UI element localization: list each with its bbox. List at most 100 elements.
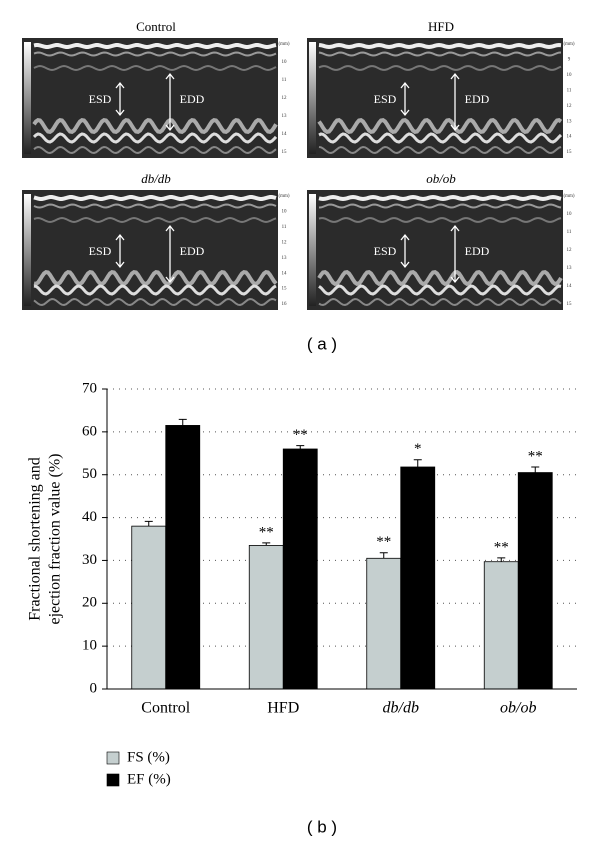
scale-strip: [278, 38, 290, 158]
echo-wall: [33, 145, 277, 155]
panel-label: ( b ): [307, 817, 337, 836]
echo-wall: [318, 297, 562, 307]
image-title: Control: [136, 19, 176, 34]
y-axis-label: Fractional shortening and: [27, 457, 44, 621]
echo-wall: [33, 203, 277, 209]
panel-label: ( a ): [307, 334, 337, 353]
scale-label: 11: [567, 230, 572, 235]
bar: [131, 525, 167, 690]
significance: **: [259, 524, 274, 540]
echo-wall: [318, 132, 563, 144]
significance: **: [376, 534, 391, 550]
y-tick-label: 40: [82, 509, 97, 525]
legend-swatch: [106, 773, 120, 787]
arrow-head: [400, 81, 410, 117]
arrow-head: [450, 72, 460, 132]
error-bar: [497, 557, 506, 562]
echo-wall: [318, 51, 562, 57]
edd-label: EDD: [180, 244, 205, 258]
echo-image: [22, 190, 290, 310]
edd-label: EDD: [465, 92, 490, 106]
image-title: db/db: [141, 171, 171, 186]
scale-label: 12: [282, 96, 288, 101]
scale-label: 15: [567, 150, 573, 155]
legend-label: FS (%): [127, 749, 170, 765]
y-tick-label: 20: [82, 595, 97, 611]
bar: [483, 561, 519, 690]
scale-label: 15: [282, 287, 288, 292]
arrow-head: [115, 81, 125, 117]
scale-label: 13: [567, 119, 573, 124]
echo-wall: [32, 132, 278, 144]
echo-wall: [33, 51, 277, 57]
scale-label: 13: [282, 114, 288, 119]
scale-label: 10: [567, 73, 573, 78]
scale-label: 12: [567, 104, 573, 109]
significance: **: [528, 448, 543, 464]
y-tick-label: 70: [82, 380, 97, 396]
echo-wall: [318, 284, 562, 296]
echo-wall: [318, 203, 562, 209]
scale-label: 16: [282, 302, 288, 307]
scale-label: 14: [282, 132, 288, 137]
error-bar: [178, 418, 187, 426]
scale-label: 11: [282, 225, 287, 230]
echo-wall: [318, 194, 562, 202]
significance: **: [293, 427, 308, 443]
error-bar: [296, 445, 305, 449]
scale-label: 11: [282, 78, 287, 83]
scale-label: 13: [282, 256, 288, 261]
esd-label: ESD: [89, 244, 112, 258]
scale-label: 14: [567, 135, 573, 140]
arrow-head: [400, 233, 410, 269]
arrow-head: [165, 72, 175, 132]
x-tick-label: db/db: [383, 700, 419, 717]
bar: [282, 448, 318, 690]
error-bar: [144, 520, 153, 527]
scale-strip: [563, 190, 575, 310]
y-tick-label: 60: [82, 423, 97, 439]
echo-wall: [33, 43, 277, 49]
esd-label: ESD: [374, 244, 397, 258]
echo-wall: [33, 195, 277, 201]
esd-label: ESD: [89, 92, 112, 106]
legend-label: EF (%): [127, 771, 171, 787]
edd-label: EDD: [180, 92, 205, 106]
x-tick-label: HFD: [267, 700, 299, 717]
bar: [366, 557, 402, 690]
echo-wall: [317, 117, 563, 135]
scale-label: 12: [282, 240, 288, 245]
bar: [517, 472, 553, 690]
x-tick-label: ob/ob: [500, 700, 536, 717]
echo-wall: [33, 269, 278, 287]
error-bar: [413, 459, 422, 467]
scale-label: (mm): [563, 42, 574, 47]
scale-label: (mm): [563, 194, 574, 199]
scale-label: 15: [567, 302, 573, 307]
scale-strip: [278, 190, 290, 310]
scale-label: 12: [567, 248, 573, 253]
arrow-head: [450, 224, 460, 284]
echo-wall: [318, 42, 562, 50]
echo-wall: [318, 145, 562, 155]
error-bar: [262, 542, 271, 546]
echo-wall: [318, 217, 562, 223]
error-bar: [379, 552, 388, 559]
gray-scale: [309, 42, 316, 154]
scale-label: 10: [282, 210, 288, 215]
scale-label: 15: [282, 150, 288, 155]
y-tick-label: 0: [90, 680, 98, 696]
image-title: HFD: [428, 19, 454, 34]
bar: [248, 545, 284, 690]
y-tick-label: 50: [82, 466, 97, 482]
error-bar: [531, 466, 540, 473]
echo-wall: [32, 117, 278, 135]
gray-scale: [24, 42, 31, 154]
gray-scale: [24, 194, 31, 306]
legend-swatch: [106, 751, 120, 765]
scale-label: 9: [568, 58, 571, 63]
scale-label: (mm): [278, 42, 289, 47]
echo-wall: [33, 284, 277, 296]
significance: *: [414, 441, 422, 457]
